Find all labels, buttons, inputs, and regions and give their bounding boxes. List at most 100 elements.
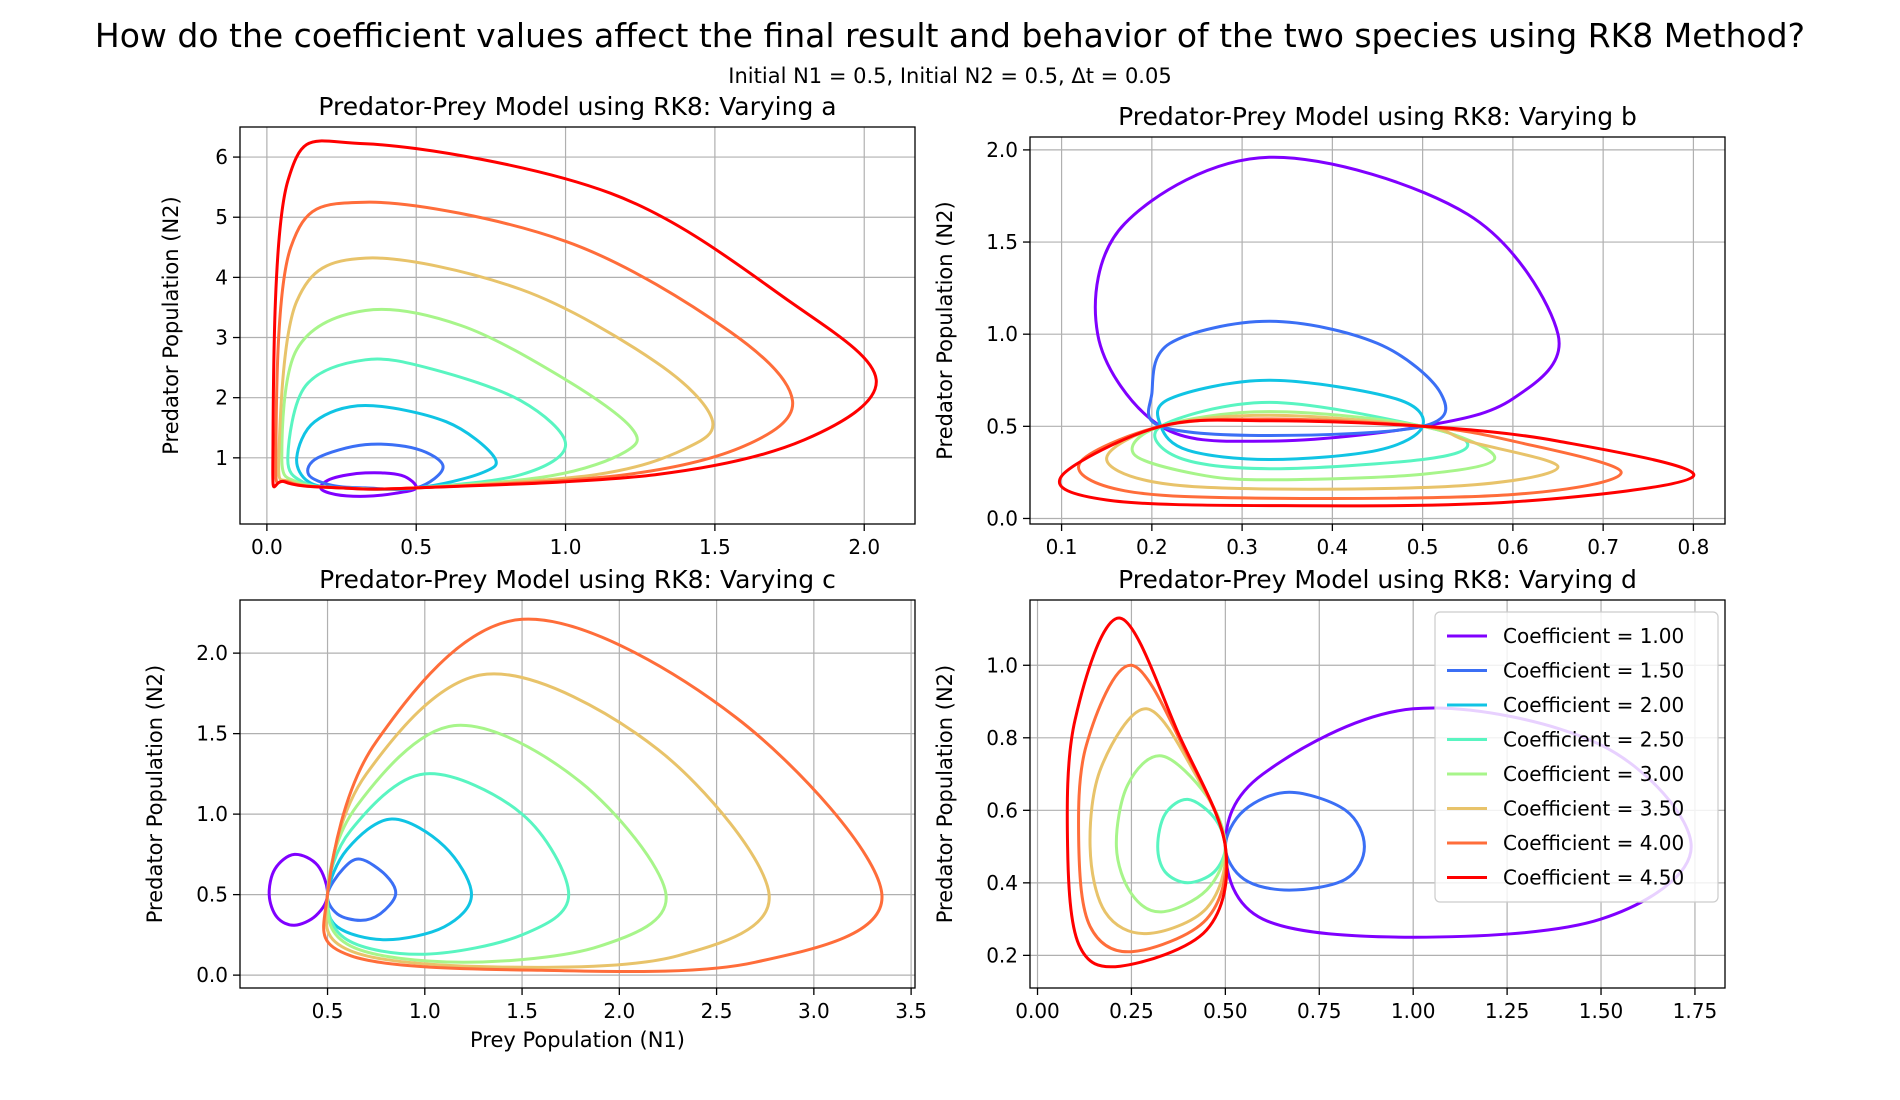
x-tick-label: 3.5 [895,999,927,1023]
plot-frame [239,126,916,525]
y-tick-label: 0.2 [986,943,1018,967]
x-tick-label: 1.50 [1579,999,1624,1023]
x-tick-label: 0.7 [1587,535,1619,559]
series-line [325,772,571,956]
figure-subtitle: Initial N1 = 0.5, Initial N2 = 0.5, Δt =… [728,64,1172,88]
legend: Coefficient = 1.00 Coefficient = 1.50 Coef… [1434,611,1719,903]
x-tick-label: 1.00 [1391,999,1436,1023]
series-line [267,852,330,927]
y-axis-label: Predator Population (N2) [933,201,957,459]
series-line [306,442,445,492]
x-tick-label: 1.75 [1673,999,1718,1023]
legend-label: Coefficient = 4.00 [1503,831,1684,855]
y-tick-label: 0.8 [986,726,1018,750]
series-line [1114,754,1227,914]
y-axis-label: Predator Population (N2) [933,665,957,923]
x-tick-label: 0.8 [1678,535,1710,559]
y-tick-label: 3 [215,326,228,350]
legend-label: Coefficient = 1.50 [1503,659,1684,683]
series-line [280,307,639,491]
chart-title: Predator-Prey Model using RK8: Varying c [319,565,836,594]
legend-label: Coefficient = 1.00 [1503,624,1684,648]
y-tick-label: 2.0 [196,641,228,665]
chart-varying-d: 0.00 0.25 0.50 0.75 1.00 1.25 1.50 1.75 0.2 0.4 0.… [933,565,1726,1023]
y-axis-label: Predator Population (N2) [143,665,167,923]
x-tick-label: 3.0 [798,999,830,1023]
y-tick-label: 0.0 [196,963,228,987]
y-tick-label: 0.0 [986,506,1018,530]
series-line [322,617,884,974]
series-line [1105,413,1560,491]
series-line [325,723,668,964]
legend-label: Coefficient = 4.50 [1503,866,1684,890]
legend-box [1434,611,1719,903]
legend-label: Coefficient = 2.50 [1503,728,1684,752]
y-tick-label: 2 [215,386,228,410]
legend-label: Coefficient = 2.00 [1503,693,1684,717]
x-tick-label: 0.2 [1136,535,1168,559]
x-tick-label: 0.6 [1497,535,1529,559]
series-line [1058,418,1695,508]
chart-varying-a: 0.0 0.5 1.0 1.5 2.0 1 2 3 4 5 6 Predator-Prey Model… [159,92,916,559]
y-tick-label: 0.4 [986,871,1018,895]
x-tick-label: 2.5 [701,999,733,1023]
plot-frame [1029,136,1726,525]
series-line [1156,797,1227,885]
series-line [295,403,498,491]
y-tick-label: 4 [215,265,228,289]
series-line [1088,707,1228,936]
x-tick-label: 0.0 [251,535,283,559]
series-line [277,256,715,491]
y-tick-label: 1.5 [196,722,228,746]
y-tick-label: 0.5 [986,414,1018,438]
series-line [325,817,474,942]
x-tick-label: 1.5 [506,999,538,1023]
x-tick-label: 0.5 [400,535,432,559]
chart-title: Predator-Prey Model using RK8: Varying b [1118,102,1637,131]
x-tick-label: 2.0 [603,999,635,1023]
plot-frame [239,599,916,989]
x-tick-label: 0.3 [1226,535,1258,559]
y-tick-label: 1 [215,446,228,470]
series-line [1065,616,1229,969]
series-line [324,672,771,969]
y-axis-label: Predator Population (N2) [159,196,183,454]
series-line [1076,663,1228,954]
x-tick-label: 1.0 [409,999,441,1023]
x-tick-label: 1.0 [550,535,582,559]
x-tick-label: 2.0 [848,535,880,559]
chart-varying-c: 0.5 1.0 1.5 2.0 2.5 3.0 3.5 0.0 0.5 1.0 1.5 2.0 Pred… [143,565,927,1052]
x-tick-label: 0.5 [1407,535,1439,559]
x-tick-label: 1.25 [1485,999,1530,1023]
chart-title: Predator-Prey Model using RK8: Varying a [318,92,836,121]
chart-title: Predator-Prey Model using RK8: Varying d [1118,565,1637,594]
x-tick-label: 0.50 [1203,999,1248,1023]
y-tick-label: 0.5 [196,883,228,907]
series-line [1093,155,1561,443]
x-tick-label: 1.5 [699,535,731,559]
x-axis-label: Prey Population (N1) [470,1028,685,1052]
y-tick-label: 6 [215,145,228,169]
series-line [271,139,878,491]
x-tick-label: 0.75 [1297,999,1342,1023]
series-line [1130,410,1497,482]
y-tick-label: 2.0 [986,138,1018,162]
plot-frame [1029,599,1726,989]
chart-varying-b: 0.1 0.2 0.3 0.4 0.5 0.6 0.7 0.8 0.0 0.5 1.0 1.5 2.0 P… [933,102,1726,559]
legend-label: Coefficient = 3.00 [1503,762,1684,786]
y-tick-label: 1.5 [986,230,1018,254]
y-tick-label: 0.6 [986,798,1018,822]
figure-title: How do the coefficient values affect the… [94,16,1806,55]
series-line [325,857,398,922]
y-tick-label: 1.0 [196,802,228,826]
y-tick-label: 5 [215,205,228,229]
x-tick-label: 0.00 [1015,999,1060,1023]
x-tick-label: 0.5 [312,999,344,1023]
series-line [1223,790,1366,892]
y-tick-label: 1.0 [986,653,1018,677]
y-tick-label: 1.0 [986,322,1018,346]
x-tick-label: 0.4 [1316,535,1348,559]
x-tick-label: 0.1 [1046,535,1078,559]
series-line [1146,319,1448,438]
